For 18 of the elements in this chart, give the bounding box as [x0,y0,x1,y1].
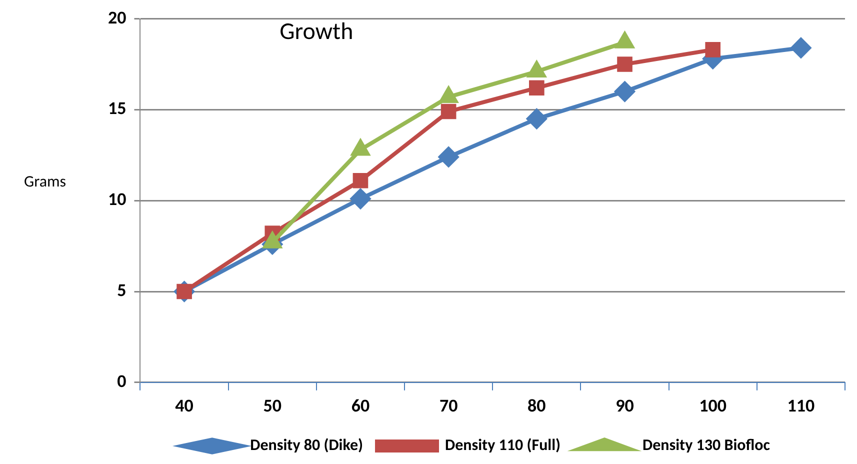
x-tick-label: 100 [699,394,727,417]
y-axis-title: Grams [24,172,66,192]
y-tick-label: 15 [108,97,126,120]
x-tick-label: 90 [616,394,634,417]
chart-title: Growth [280,16,354,46]
x-tick-label: 60 [351,394,370,417]
y-tick-label: 10 [108,188,126,210]
x-tick-label: 70 [439,394,458,417]
legend-label: Density 110 (Full) [445,436,561,455]
x-tick-label: 110 [787,394,815,417]
y-tick-label: 20 [108,6,126,28]
legend-label: Density 80 (Dike) [250,436,364,455]
x-tick-label: 80 [528,394,546,417]
y-tick-label: 0 [117,370,126,392]
x-tick-label: 50 [263,394,282,417]
y-tick-label: 5 [117,279,126,301]
legend-label: Density 130 Biofloc [642,436,770,455]
x-tick-label: 40 [175,394,194,417]
